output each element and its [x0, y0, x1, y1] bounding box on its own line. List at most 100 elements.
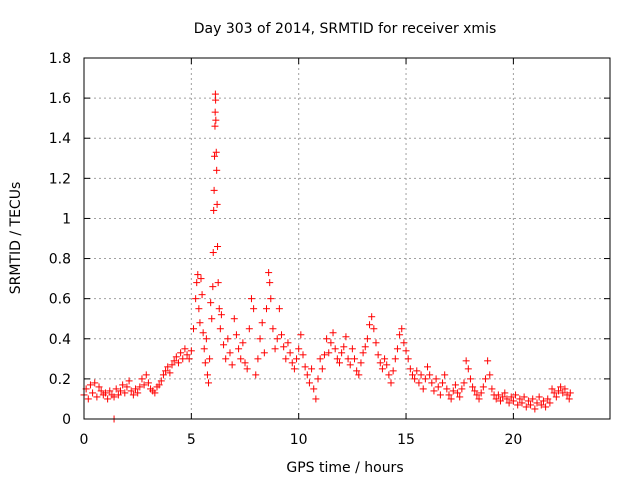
- data-point: [454, 389, 462, 397]
- data-point: [434, 383, 442, 391]
- data-point: [548, 385, 556, 393]
- x-tick-label: 15: [397, 432, 415, 448]
- data-point: [104, 395, 112, 403]
- data-point: [278, 331, 286, 339]
- data-point: [237, 355, 245, 363]
- data-point: [481, 375, 489, 383]
- data-point: [210, 186, 218, 194]
- data-point: [97, 387, 105, 395]
- data-point: [391, 355, 399, 363]
- y-tick-label: 0.6: [49, 292, 71, 308]
- y-tick-label: 1.8: [49, 51, 71, 67]
- data-point: [86, 381, 94, 389]
- data-point: [282, 355, 290, 363]
- data-point: [170, 357, 178, 365]
- data-point: [280, 343, 288, 351]
- data-point: [266, 279, 274, 287]
- y-tick-label: 0.8: [49, 252, 71, 268]
- data-point: [396, 331, 404, 339]
- data-point: [164, 363, 172, 371]
- data-point: [439, 379, 447, 387]
- data-point: [340, 343, 348, 351]
- data-point: [305, 379, 313, 387]
- data-point: [275, 305, 283, 313]
- data-point: [214, 243, 222, 251]
- data-point: [123, 383, 131, 391]
- data-point: [430, 387, 438, 395]
- data-point: [451, 381, 459, 389]
- data-point: [168, 361, 176, 369]
- data-point: [402, 347, 410, 355]
- data-point: [260, 349, 268, 357]
- data-point: [183, 351, 191, 359]
- data-point: [235, 345, 243, 353]
- data-point: [509, 397, 517, 405]
- data-point: [368, 313, 376, 321]
- data-point: [389, 367, 397, 375]
- data-point: [426, 371, 434, 379]
- data-point: [385, 371, 393, 379]
- data-point: [546, 399, 554, 407]
- data-point: [473, 391, 481, 399]
- data-point: [462, 357, 470, 365]
- data-point: [544, 395, 552, 403]
- data-point: [299, 351, 307, 359]
- data-point: [206, 355, 214, 363]
- data-point: [224, 335, 232, 343]
- data-point: [159, 371, 167, 379]
- data-point: [499, 393, 507, 401]
- data-point: [210, 206, 218, 214]
- data-point: [552, 393, 560, 401]
- data-point: [327, 339, 335, 347]
- data-point: [228, 361, 236, 369]
- data-point: [471, 387, 479, 395]
- data-point: [456, 393, 464, 401]
- data-point: [198, 291, 206, 299]
- data-point: [213, 166, 221, 174]
- data-point: [245, 325, 253, 333]
- data-point: [415, 379, 423, 387]
- data-point: [351, 355, 359, 363]
- data-point: [187, 347, 195, 355]
- data-point: [144, 379, 152, 387]
- data-point: [550, 389, 558, 397]
- x-tick-label: 0: [80, 432, 89, 448]
- data-point: [424, 363, 432, 371]
- data-point: [516, 395, 524, 403]
- data-point: [441, 371, 449, 379]
- data-point: [166, 369, 174, 377]
- data-point: [443, 385, 451, 393]
- data-point: [527, 401, 535, 409]
- data-point: [134, 389, 142, 397]
- data-point: [129, 391, 137, 399]
- data-point: [254, 355, 262, 363]
- data-point: [212, 148, 220, 156]
- chart-title: Day 303 of 2014, SRMTID for receiver xmi…: [194, 21, 497, 37]
- data-point: [199, 329, 207, 337]
- data-point: [378, 365, 386, 373]
- data-point: [172, 353, 180, 361]
- data-point: [312, 395, 320, 403]
- data-point: [428, 379, 436, 387]
- data-point: [256, 335, 264, 343]
- data-point: [372, 339, 380, 347]
- data-point: [217, 311, 225, 319]
- data-point: [520, 393, 528, 401]
- data-point: [512, 391, 520, 399]
- data-point: [106, 387, 114, 395]
- data-point: [557, 383, 565, 391]
- data-point: [346, 361, 354, 369]
- data-point: [316, 355, 324, 363]
- data-point: [295, 345, 303, 353]
- data-point: [460, 379, 468, 387]
- data-point: [127, 387, 135, 395]
- data-point: [323, 335, 331, 343]
- data-point: [297, 331, 305, 339]
- data-point: [195, 305, 203, 313]
- y-tick-label: 1.2: [49, 171, 71, 187]
- data-point: [355, 371, 363, 379]
- data-point: [449, 387, 457, 395]
- data-point: [325, 349, 333, 357]
- data-point: [290, 365, 298, 373]
- data-point: [436, 391, 444, 399]
